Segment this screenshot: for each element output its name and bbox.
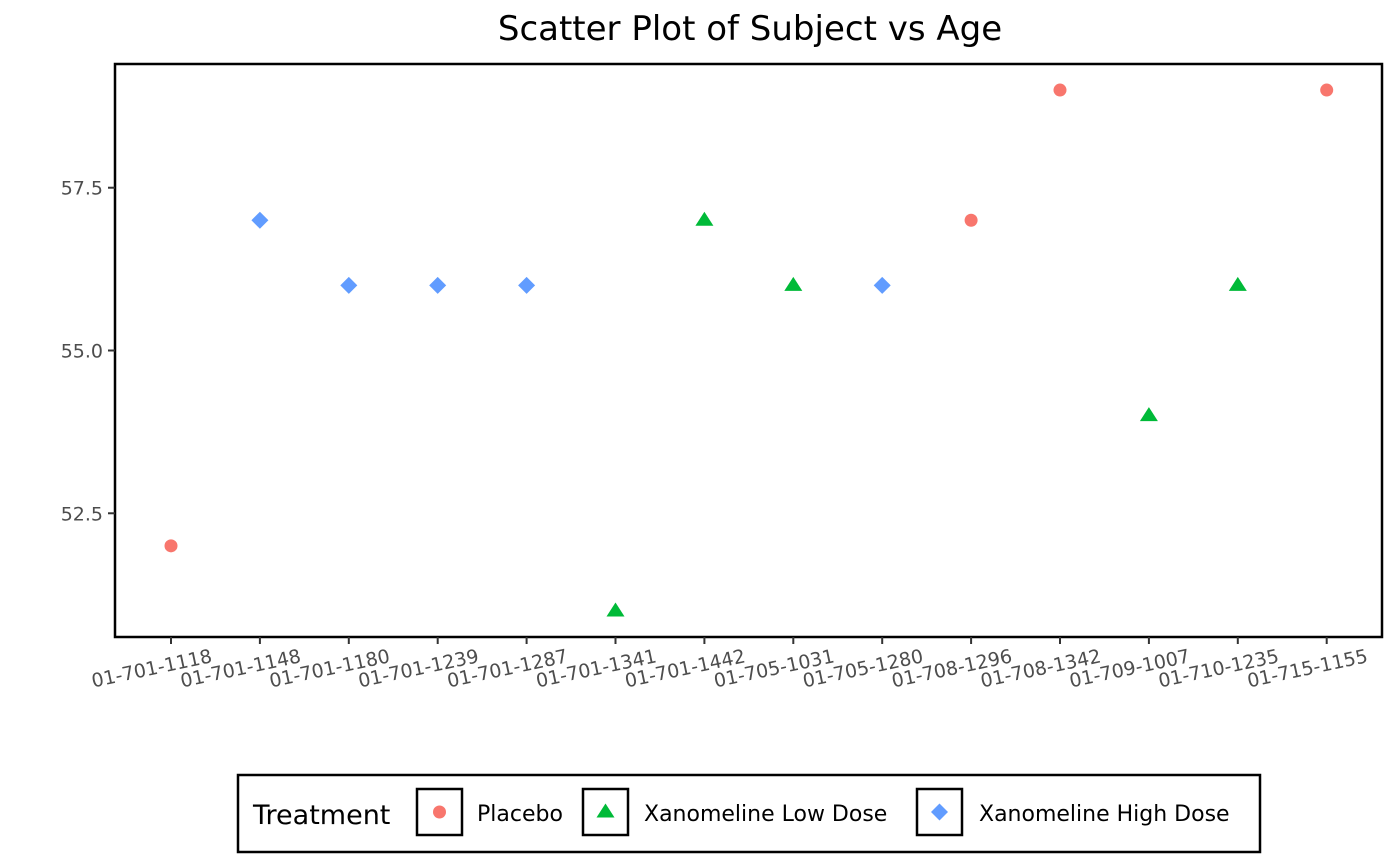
legend-box xyxy=(236,773,1262,854)
data-point-diamond xyxy=(429,276,447,294)
data-point-circle xyxy=(964,213,978,227)
data-point-triangle xyxy=(1228,276,1247,291)
data-points xyxy=(164,83,1334,617)
data-point-diamond xyxy=(873,276,891,294)
legend-label: Xanomeline High Dose xyxy=(979,802,1230,827)
y-axis: 52.5 55.0 57.5 xyxy=(61,178,115,525)
chart-title: Scatter Plot of Subject vs Age xyxy=(498,9,1002,49)
data-point-triangle xyxy=(784,276,803,291)
legend: Treatment Placebo Xanomeline Low Dose Xano… xyxy=(236,773,1262,854)
data-point-circle xyxy=(1320,83,1334,97)
legend-label: Placebo xyxy=(477,802,563,827)
data-point-triangle xyxy=(695,211,714,226)
data-point-triangle xyxy=(1139,407,1158,422)
legend-title: Treatment xyxy=(252,800,390,831)
x-axis: 01-701-111801-701-114801-701-118001-701-… xyxy=(90,637,1370,692)
plot-panel xyxy=(113,62,1384,639)
data-point-diamond xyxy=(251,211,269,229)
data-point-circle xyxy=(164,539,178,553)
data-point-triangle xyxy=(606,602,625,617)
legend-key-circle xyxy=(433,805,446,819)
y-tick-label: 55.0 xyxy=(61,341,103,363)
data-point-diamond xyxy=(518,276,536,294)
data-point-circle xyxy=(1053,83,1067,97)
y-tick-label: 52.5 xyxy=(61,503,103,525)
legend-key-diamond xyxy=(931,803,948,821)
y-tick-label: 57.5 xyxy=(61,178,103,200)
legend-key-triangle xyxy=(596,803,615,818)
data-point-diamond xyxy=(340,276,358,294)
legend-label: Xanomeline Low Dose xyxy=(644,802,887,827)
